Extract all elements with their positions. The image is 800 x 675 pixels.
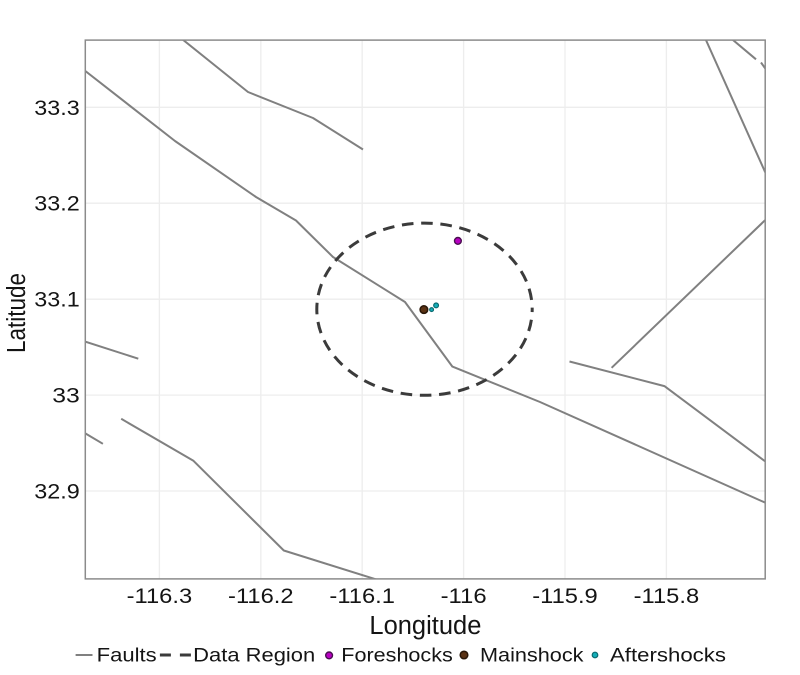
svg-text:32.9: 32.9: [34, 480, 80, 504]
svg-text:-116.2: -116.2: [228, 584, 294, 608]
svg-text:-116.1: -116.1: [329, 584, 395, 608]
svg-text:33: 33: [52, 384, 80, 408]
svg-text:Faults: Faults: [97, 645, 157, 666]
svg-text:Longitude: Longitude: [369, 612, 481, 640]
svg-text:33.3: 33.3: [34, 96, 80, 120]
svg-text:Aftershocks: Aftershocks: [610, 645, 726, 666]
svg-text:Data Region: Data Region: [193, 645, 315, 666]
svg-text:Latitude: Latitude: [3, 273, 31, 353]
svg-text:Mainshock: Mainshock: [480, 645, 584, 666]
svg-text:-116.3: -116.3: [127, 584, 193, 608]
svg-text:33.2: 33.2: [34, 192, 80, 216]
svg-text:Foreshocks: Foreshocks: [341, 645, 453, 666]
svg-text:-116: -116: [441, 584, 487, 608]
svg-text:-115.8: -115.8: [634, 584, 700, 608]
svg-text:33.1: 33.1: [34, 288, 80, 312]
svg-text:-115.9: -115.9: [532, 584, 598, 608]
